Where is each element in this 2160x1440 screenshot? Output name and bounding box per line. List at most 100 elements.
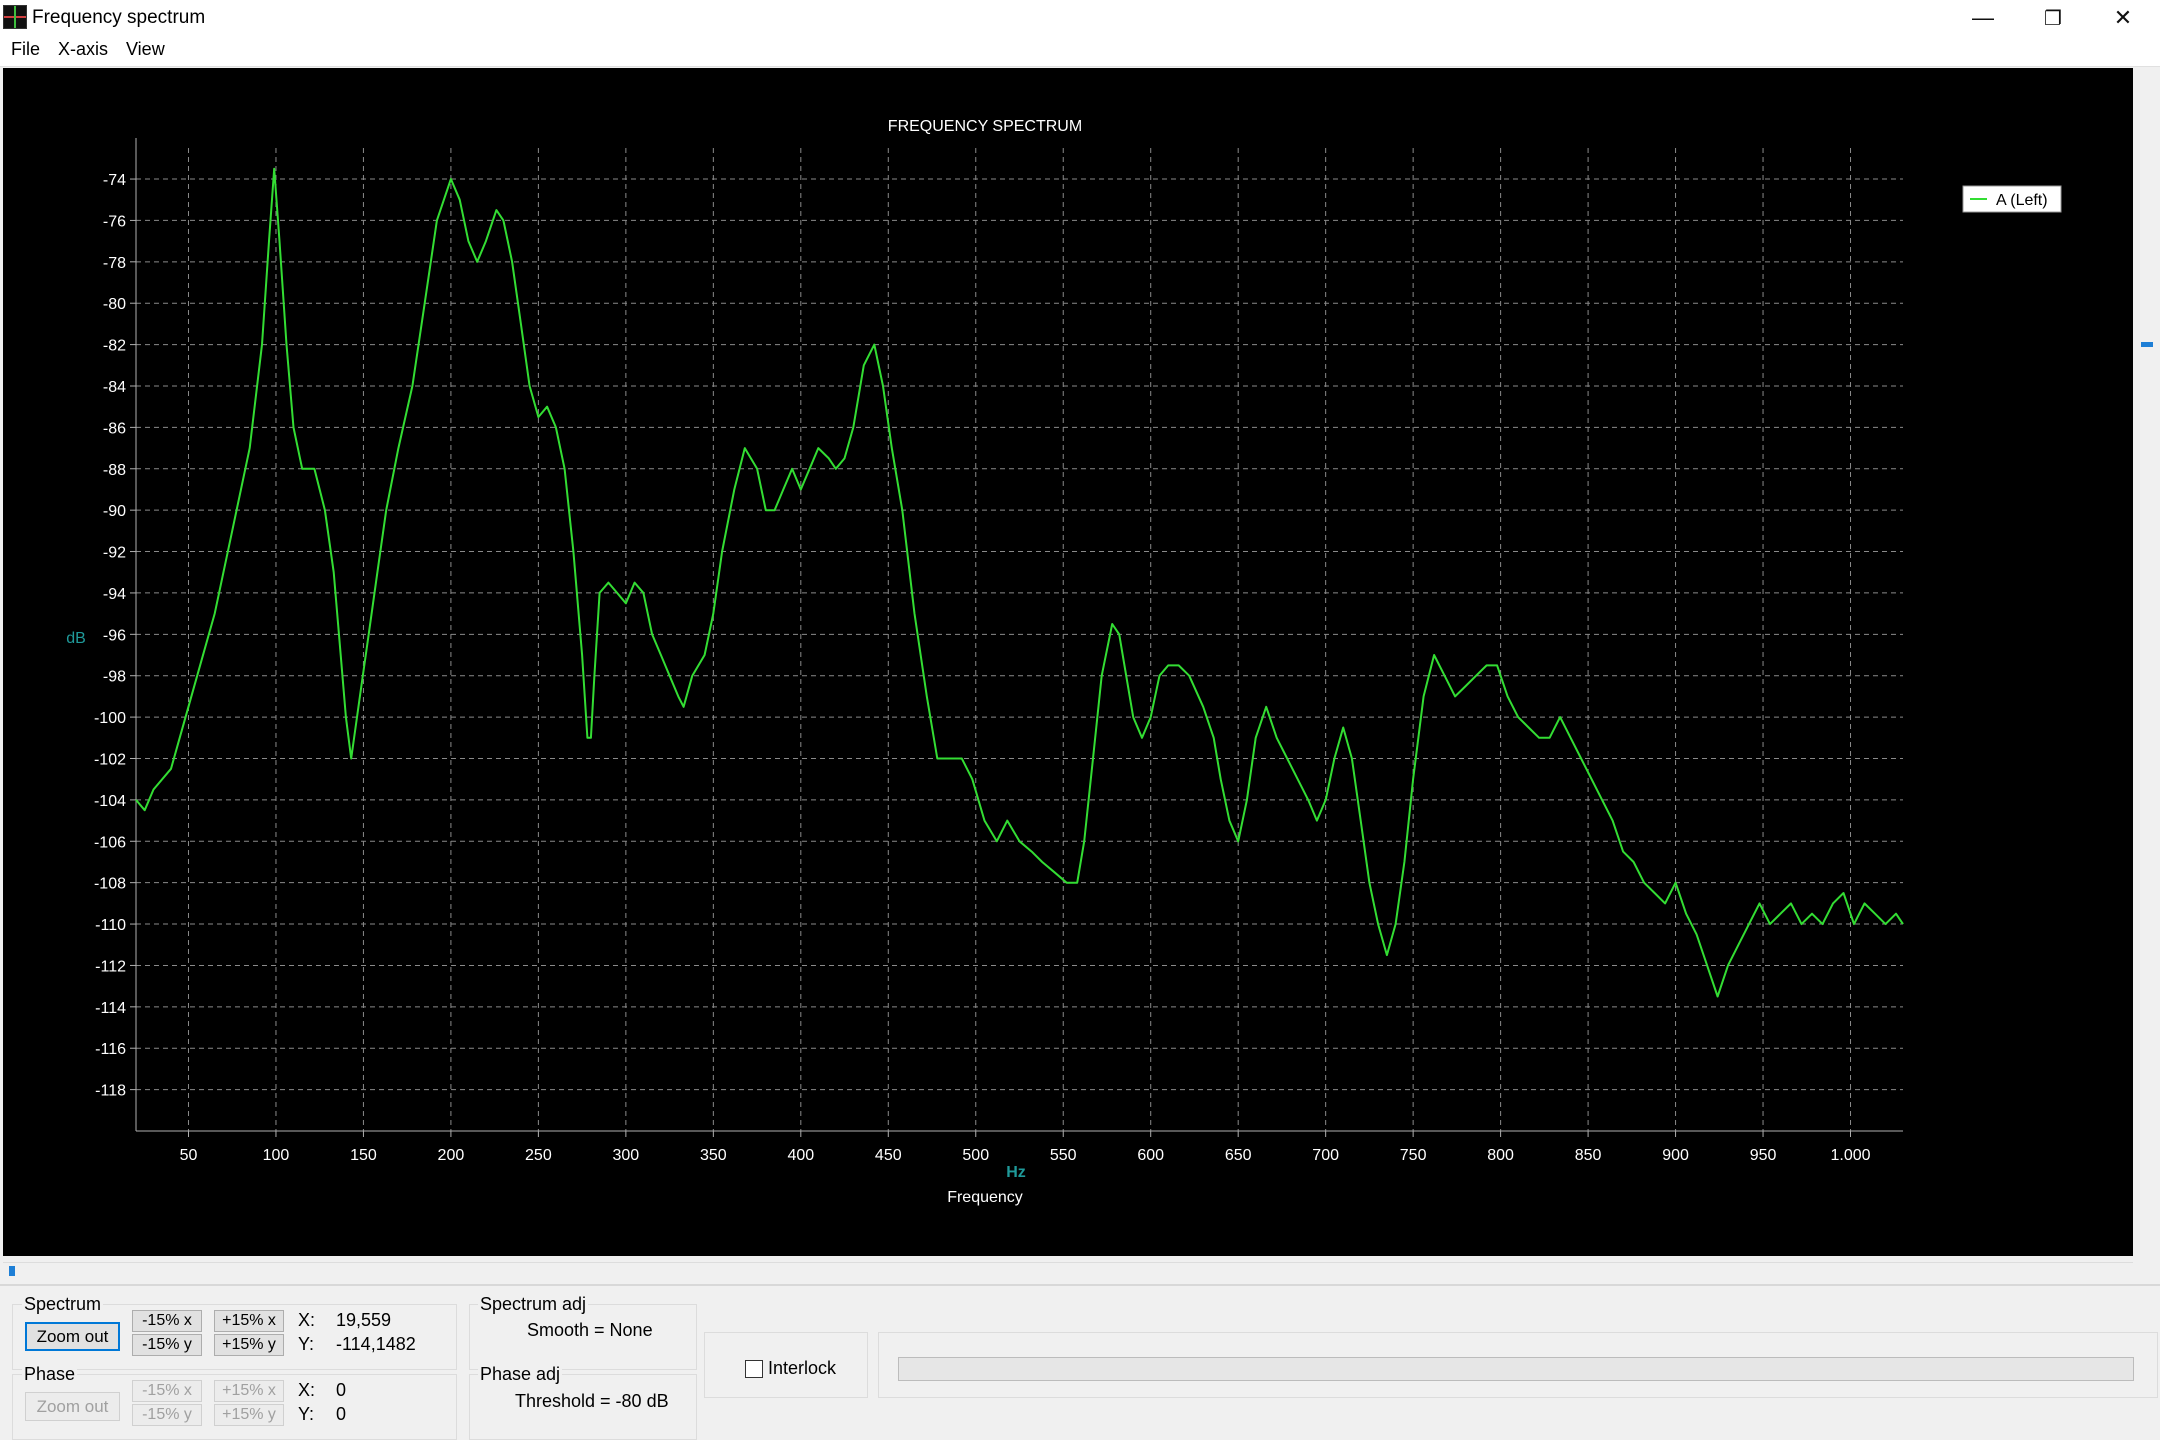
x-tick-label: 650 — [1225, 1147, 1252, 1164]
y-tick-label: -100 — [94, 710, 126, 727]
phase-adj-title: Phase adj — [478, 1364, 563, 1385]
spectrum-minus-y-button[interactable]: -15% y — [132, 1334, 202, 1356]
spectrum-plus-x-button[interactable]: +15% x — [214, 1310, 284, 1332]
y-tick-label: -108 — [94, 876, 126, 893]
x-tick-label: 750 — [1400, 1147, 1427, 1164]
phase-x-label: X: — [298, 1380, 316, 1400]
axes — [130, 138, 1903, 1137]
spectrum-adj-title: Spectrum adj — [478, 1294, 589, 1315]
x-tick-label: 50 — [180, 1147, 198, 1164]
threshold-value: Threshold = -80 dB — [515, 1391, 669, 1411]
interlock-label[interactable]: Interlock — [768, 1358, 837, 1378]
splitter[interactable] — [0, 1284, 2160, 1286]
grid-lines — [136, 148, 1903, 1131]
phase-plus-y-button[interactable]: +15% y — [214, 1404, 284, 1426]
x-tick-label: 450 — [875, 1147, 902, 1164]
x-axis-label: Frequency — [947, 1189, 1023, 1206]
smooth-value: Smooth = None — [527, 1320, 653, 1340]
spectrum-x-label: X: — [298, 1310, 316, 1330]
x-tick-label: 400 — [787, 1147, 814, 1164]
y-axis-label: dB — [66, 630, 86, 647]
y-tick-label: -96 — [103, 627, 126, 644]
y-tick-label: -84 — [103, 379, 126, 396]
y-tick-label: -118 — [95, 1083, 126, 1100]
series-line-a-left — [135, 167, 1904, 998]
spectrum-plus-y-button[interactable]: +15% y — [214, 1334, 284, 1356]
menu-view[interactable]: View — [126, 39, 165, 59]
y-tick-label: -104 — [94, 793, 126, 810]
restore-button[interactable]: ❐ — [2044, 7, 2062, 30]
horizontal-scrollbar[interactable] — [3, 1262, 2133, 1277]
app-icon — [3, 5, 27, 29]
x-tick-label: 800 — [1487, 1147, 1514, 1164]
phase-y-label: Y: — [298, 1404, 315, 1424]
vertical-scroll-thumb[interactable] — [2141, 342, 2153, 347]
y-tick-label: -114 — [95, 1000, 126, 1017]
spectrum-y-label: Y: — [298, 1334, 315, 1354]
x-tick-label: 150 — [350, 1147, 377, 1164]
y-tick-label: -76 — [103, 213, 126, 230]
progress-bar — [898, 1357, 2134, 1381]
y-tick-label: -80 — [103, 296, 126, 313]
x-tick-label: 550 — [1050, 1147, 1077, 1164]
x-tick-label: 950 — [1750, 1147, 1777, 1164]
x-tick-label: 1.000 — [1830, 1147, 1870, 1164]
vertical-scrollbar[interactable] — [2138, 68, 2156, 1256]
window-title: Frequency spectrum — [32, 7, 206, 28]
interlock-group — [704, 1332, 868, 1398]
y-tick-label: -74 — [103, 172, 126, 189]
spectrum-minus-x-button[interactable]: -15% x — [132, 1310, 202, 1332]
y-tick-label: -86 — [103, 420, 126, 437]
y-tick-label: -116 — [95, 1041, 126, 1058]
menu-x-axis[interactable]: X-axis — [58, 39, 109, 59]
y-tick-label: -94 — [103, 586, 126, 603]
y-tick-label: -110 — [95, 917, 126, 934]
y-tick-label: -98 — [103, 669, 126, 686]
chart-title: FREQUENCY SPECTRUM — [888, 118, 1082, 135]
y-tick-label: -88 — [103, 462, 126, 479]
spectrum-chart[interactable]: -74 -76 -78 -80 -82 -84 -86 -88 -90 -92 -94 -96 -98 -… — [3, 68, 2133, 1256]
spectrum-x-value: 19,559 — [336, 1310, 392, 1330]
y-tick-label: -112 — [95, 958, 126, 975]
spectrum-group-title: Spectrum — [22, 1294, 104, 1315]
minimize-button[interactable]: — — [1972, 5, 1994, 30]
x-tick-label: 200 — [438, 1147, 465, 1164]
progress-group — [878, 1332, 2158, 1398]
interlock-checkbox[interactable] — [745, 1360, 763, 1378]
menu-file[interactable]: File — [11, 39, 41, 59]
menu-bar: File X-axis View — [0, 36, 2160, 67]
phase-group-title: Phase — [22, 1364, 78, 1385]
y-tick-label: -82 — [103, 338, 126, 355]
close-button[interactable]: ✕ — [2113, 5, 2133, 30]
phase-minus-x-button[interactable]: -15% x — [132, 1380, 202, 1402]
phase-y-value: 0 — [336, 1404, 347, 1424]
y-tick-label: -102 — [94, 751, 126, 768]
x-tick-label: 700 — [1312, 1147, 1339, 1164]
phase-plus-x-button[interactable]: +15% x — [214, 1380, 284, 1402]
x-tick-label: 100 — [263, 1147, 290, 1164]
y-tick-label: -92 — [103, 545, 126, 562]
horizontal-scroll-thumb[interactable] — [9, 1266, 15, 1276]
plot-panel[interactable]: -74 -76 -78 -80 -82 -84 -86 -88 -90 -92 -94 -96 -98 -… — [3, 68, 2133, 1256]
spectrum-group — [12, 1304, 457, 1370]
phase-x-value: 0 — [336, 1380, 347, 1400]
chart-legend: A (Left) — [1962, 185, 2062, 213]
phase-zoom-out-button[interactable]: Zoom out — [25, 1392, 120, 1421]
spectrum-zoom-out-button[interactable]: Zoom out — [25, 1322, 120, 1351]
phase-minus-y-button[interactable]: -15% y — [132, 1404, 202, 1426]
x-tick-label: 850 — [1575, 1147, 1602, 1164]
x-axis-unit: Hz — [1006, 1164, 1026, 1181]
x-tick-label: 900 — [1662, 1147, 1689, 1164]
y-tick-label: -106 — [94, 834, 126, 851]
legend-entry: A (Left) — [1996, 192, 2048, 209]
x-tick-label: 250 — [525, 1147, 552, 1164]
x-tick-label: 600 — [1137, 1147, 1164, 1164]
series-lines — [135, 167, 1904, 998]
x-tick-label: 350 — [700, 1147, 727, 1164]
tick-labels: -74 -76 -78 -80 -82 -84 -86 -88 -90 -92 -94 -96 -98 -… — [94, 172, 1871, 1164]
title-bar: Frequency spectrum — ❐ ✕ — [0, 0, 2160, 36]
spectrum-y-value: -114,1482 — [336, 1334, 416, 1354]
y-tick-label: -90 — [103, 503, 126, 520]
x-tick-label: 500 — [962, 1147, 989, 1164]
x-tick-label: 300 — [613, 1147, 640, 1164]
